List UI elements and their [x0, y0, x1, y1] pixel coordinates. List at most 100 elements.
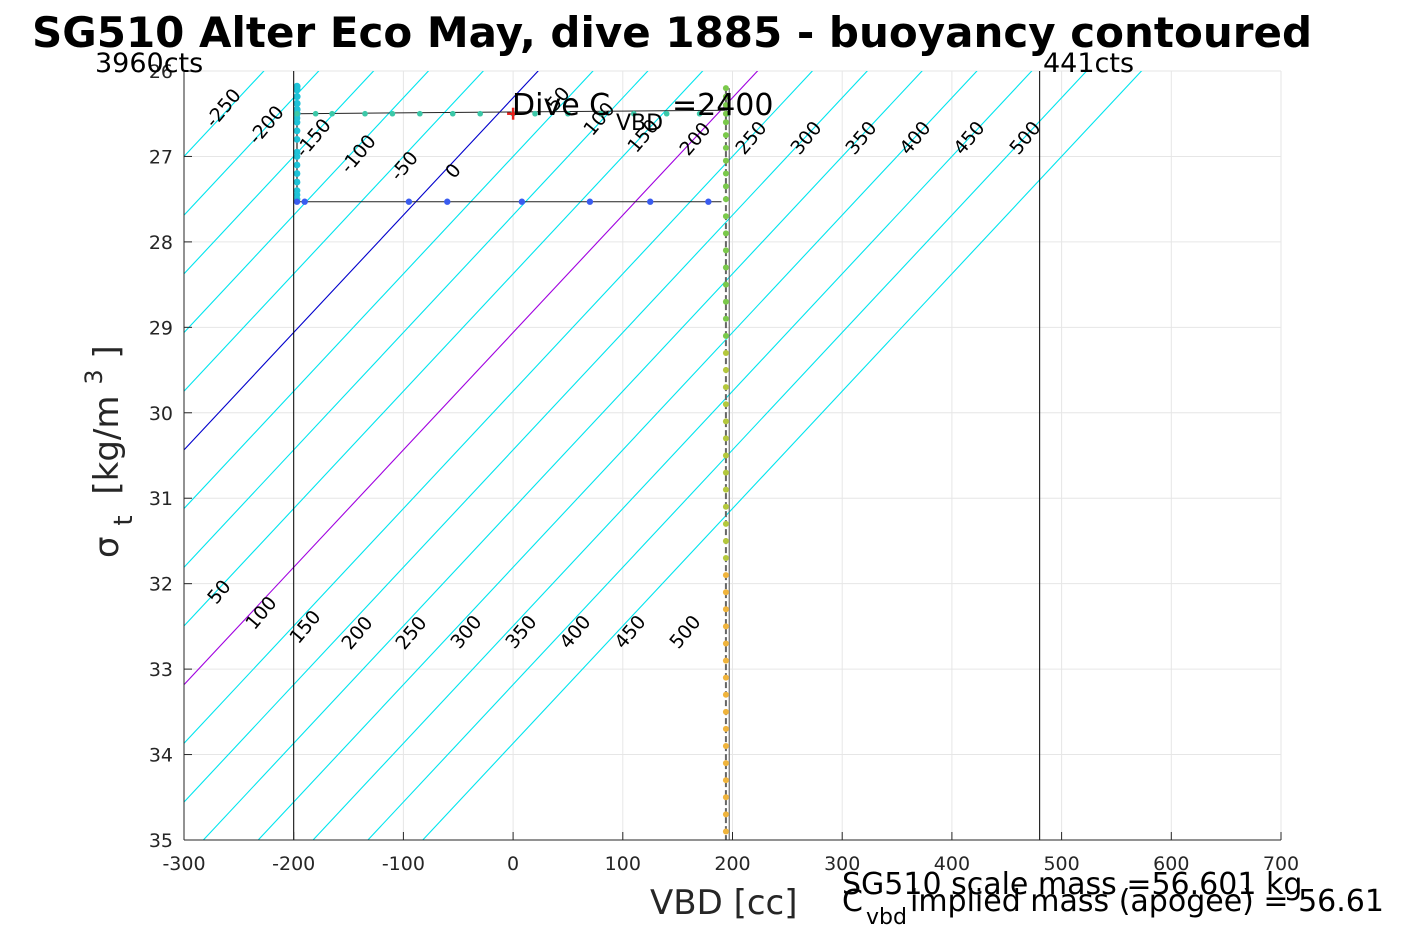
ctd-point	[722, 572, 729, 579]
x-tick-label: 300	[824, 853, 860, 875]
ctd-point	[722, 196, 729, 203]
ctd-point	[362, 110, 368, 117]
y-tick-label: 35	[149, 830, 173, 852]
x-axis-label: VBD [cc]	[650, 883, 798, 923]
ctd-point	[722, 367, 729, 374]
ctd-point	[722, 298, 729, 305]
ctd-point	[722, 281, 729, 288]
ctd-point	[449, 110, 456, 117]
y-axis-sigma: σ	[87, 536, 127, 558]
dive-c-vbd-value: =2400	[672, 88, 773, 123]
contour-line	[184, 71, 814, 745]
y-tick-label: 33	[149, 659, 173, 681]
ctd-point	[722, 144, 729, 151]
ctd-point	[293, 86, 301, 94]
contour-line	[184, 71, 868, 803]
dive-c-vbd-prefix: Dive C	[512, 88, 610, 123]
x-tick-label: 500	[1043, 853, 1079, 875]
ctd-point	[722, 418, 729, 425]
ctd-point	[417, 110, 423, 117]
ctd-point	[405, 198, 413, 205]
ctd-point	[696, 110, 703, 117]
ctd-point	[293, 153, 301, 160]
x-tick-label: -200	[272, 853, 315, 875]
count-lines	[293, 71, 1041, 840]
y-axis-subscript: t	[109, 515, 139, 525]
ctd-point	[705, 198, 712, 205]
ctd-point	[722, 520, 729, 527]
ctd-point	[722, 384, 729, 391]
y-tick-label: 32	[149, 574, 173, 596]
ctd-point	[293, 178, 301, 186]
ctd-point	[722, 315, 729, 322]
ctd-point	[722, 486, 729, 493]
y-axis-label: σ t [kg/m 3 ]	[71, 345, 141, 558]
x-tick-label: -300	[162, 853, 205, 875]
dive-c-vbd-subscript: VBD	[616, 111, 663, 136]
ctd-point	[301, 198, 308, 205]
ctd-point	[722, 777, 729, 784]
y-tick-label: 30	[149, 403, 173, 425]
chart-title: SG510 Alter Eco May, dive 1885 - buoyanc…	[32, 8, 1312, 57]
ctd-point	[532, 110, 538, 117]
contour-line	[184, 71, 759, 686]
ctd-point	[477, 110, 483, 117]
ctd-point	[294, 110, 300, 117]
ctd-point	[293, 93, 301, 101]
ctd-point	[598, 110, 604, 117]
ctd-point	[722, 264, 729, 271]
x-tick-label: 100	[605, 853, 641, 875]
y-axis-unit: [kg/m	[87, 395, 127, 494]
ctd-point	[722, 794, 729, 801]
left-counts-label: 3960cts	[95, 48, 203, 79]
ctd-point	[293, 99, 301, 108]
ctd-point	[722, 760, 729, 767]
ctd-point	[722, 110, 729, 117]
ctd-point	[722, 93, 729, 100]
implied-mass-value: implied mass (apogee) = 56.61	[910, 884, 1384, 919]
y-tick-label: 28	[149, 232, 173, 254]
contour-line	[184, 71, 320, 216]
ctd-point	[722, 743, 729, 750]
svg-text:σ t [kg/m 3: σ t [kg/m 3 ]	[71, 345, 141, 558]
ctd-point	[722, 247, 729, 254]
ctd-point	[722, 691, 729, 698]
ctd-point	[722, 452, 729, 459]
x-tick-label: 600	[1153, 853, 1189, 875]
ctd-point	[722, 132, 729, 139]
implied-mass-prefix: C	[842, 884, 863, 919]
right-counts-label: 441cts	[1043, 48, 1134, 79]
ctd-point	[722, 708, 729, 715]
scale-mass-annotation: SG510 scale mass =56.601 kg	[842, 867, 1302, 902]
implied-mass-subscript: vbd	[866, 905, 907, 930]
ctd-point	[722, 349, 729, 356]
ctd-point	[722, 606, 729, 613]
ctd-point	[722, 657, 729, 664]
x-tick-label: 0	[507, 853, 519, 875]
contour-line	[184, 71, 539, 451]
contour-line	[422, 71, 1143, 840]
contour-line	[184, 71, 649, 569]
ctd-point	[722, 435, 729, 442]
ctd-point	[647, 198, 654, 205]
ctd-point	[722, 503, 729, 510]
implied-mass-annotation: C vbd implied mass (apogee) = 56.61	[842, 884, 1384, 930]
ctd-point	[293, 135, 301, 143]
axes: -300 -200 -100 0 100 200 300 400 500 600 700 26 27 28…	[149, 61, 1299, 875]
contour-line	[312, 71, 1033, 840]
ctd-point	[293, 118, 301, 126]
ctd-point	[722, 623, 729, 630]
contour-line	[202, 71, 923, 840]
contour-line	[184, 71, 594, 510]
ctd-point	[293, 198, 301, 205]
y-axis-unit-exponent: 3	[80, 369, 108, 384]
contour-line	[184, 71, 375, 275]
ctd-point	[722, 157, 729, 164]
ctd-point	[722, 469, 729, 476]
x-tick-label: 200	[714, 853, 750, 875]
y-tick-label: 26	[149, 61, 173, 83]
ctd-point	[444, 198, 451, 205]
ctd-point	[312, 110, 319, 117]
ctd-point	[722, 640, 729, 647]
contour-lines	[184, 71, 1143, 840]
